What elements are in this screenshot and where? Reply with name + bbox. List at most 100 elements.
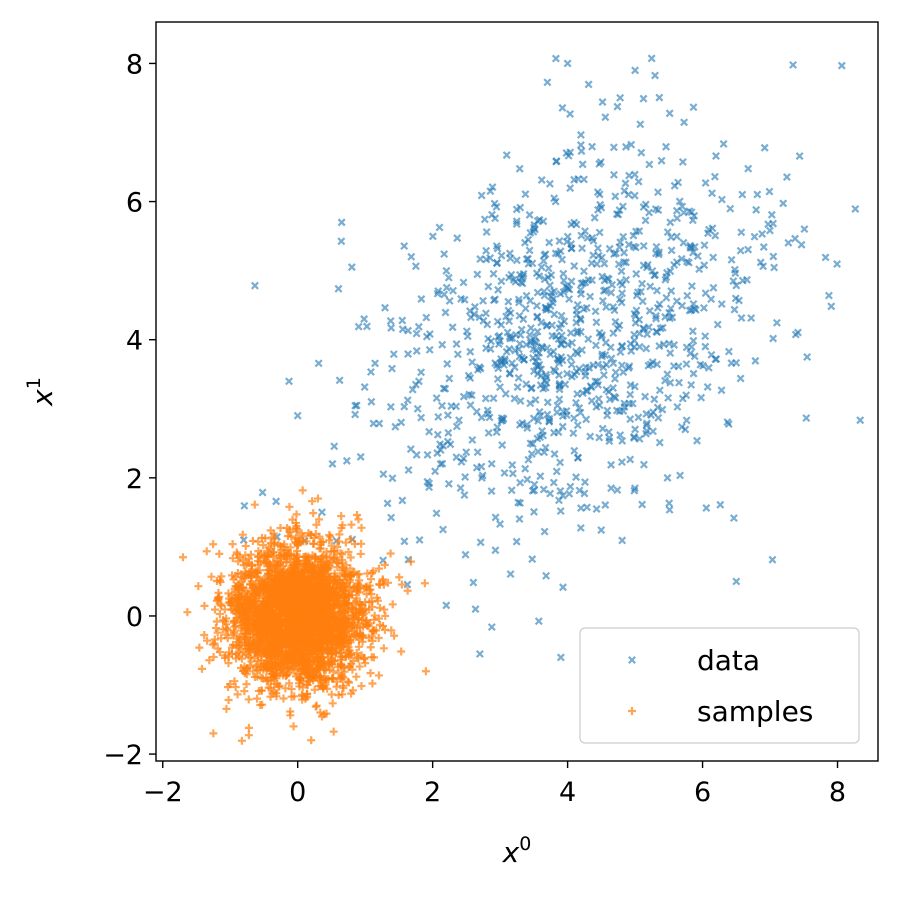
- data-point: [508, 461, 517, 469]
- legend-marker-data: [628, 656, 636, 664]
- data-point: [670, 341, 679, 349]
- samples-point: [217, 572, 226, 581]
- data-point: [572, 318, 581, 327]
- data-point: [460, 491, 469, 499]
- samples-point: [327, 619, 336, 628]
- data-point: [556, 487, 565, 495]
- data-point: [724, 420, 733, 429]
- data-point: [533, 327, 542, 336]
- samples-point: [362, 590, 371, 599]
- data-point: [613, 486, 622, 495]
- data-point: [666, 378, 675, 387]
- data-point: [334, 284, 343, 293]
- y-axis-label-sup: 1: [23, 377, 45, 389]
- data-point: [583, 233, 592, 242]
- data-point: [533, 434, 542, 443]
- data-point: [729, 514, 738, 523]
- samples-point: [276, 665, 285, 674]
- samples-point: [205, 656, 214, 665]
- samples-point: [374, 564, 383, 573]
- samples-point: [286, 711, 295, 720]
- data-point: [576, 130, 585, 139]
- data-point: [391, 422, 400, 431]
- data-point: [406, 445, 415, 454]
- legend-data-marker: [628, 656, 636, 664]
- samples-point: [380, 605, 389, 614]
- samples-point: [295, 682, 304, 691]
- data-point: [505, 344, 514, 353]
- samples-point: [379, 644, 388, 653]
- x-axis-label-sup: 0: [519, 833, 531, 855]
- samples-point: [328, 627, 337, 636]
- samples-point: [252, 661, 261, 670]
- data-point: [614, 260, 623, 269]
- data-point: [520, 238, 529, 247]
- samples-point: [200, 601, 209, 610]
- samples-point: [266, 602, 275, 611]
- data-point: [413, 404, 422, 413]
- data-point: [703, 229, 712, 238]
- data-point: [672, 232, 681, 241]
- series-samples: [178, 486, 430, 745]
- data-point: [582, 415, 591, 424]
- data-point: [655, 248, 664, 257]
- data-point: [557, 353, 566, 362]
- data-point: [484, 282, 493, 291]
- data-point: [634, 413, 643, 422]
- samples-point: [302, 661, 311, 670]
- samples-point: [272, 621, 281, 630]
- data-point: [589, 236, 598, 245]
- data-point: [631, 243, 640, 252]
- data-point: [598, 98, 607, 106]
- data-point: [611, 192, 620, 201]
- data-point: [759, 243, 768, 251]
- samples-point: [305, 638, 314, 647]
- data-point: [579, 267, 588, 276]
- data-point: [523, 424, 532, 433]
- samples-point: [327, 690, 336, 699]
- data-point: [851, 205, 860, 213]
- data-point: [501, 389, 510, 398]
- samples-point: [318, 644, 327, 653]
- data-point: [663, 473, 672, 482]
- data-point: [415, 535, 424, 544]
- data-point: [556, 507, 565, 516]
- data-point: [485, 413, 494, 422]
- data-point: [541, 443, 550, 452]
- data-point: [665, 499, 674, 508]
- data-point: [703, 382, 712, 391]
- data-point: [529, 414, 538, 423]
- samples-point: [337, 512, 346, 521]
- data-point: [616, 348, 625, 357]
- data-point: [543, 410, 552, 419]
- data-point: [494, 364, 503, 373]
- data-point: [612, 406, 621, 415]
- samples-point: [388, 600, 397, 609]
- data-point: [621, 179, 630, 188]
- data-point: [523, 475, 532, 484]
- data-point: [588, 142, 597, 151]
- data-point: [407, 252, 416, 261]
- data-point: [821, 253, 830, 262]
- data-point: [753, 190, 762, 199]
- data-point: [580, 478, 589, 487]
- data-point: [537, 176, 546, 184]
- data-point: [466, 401, 475, 410]
- data-point: [489, 269, 498, 278]
- data-point: [784, 238, 793, 247]
- samples-point: [328, 588, 337, 597]
- data-point: [624, 364, 633, 372]
- samples-point: [253, 651, 262, 660]
- samples-point: [338, 690, 347, 699]
- samples-point: [260, 559, 269, 568]
- data-point: [494, 332, 503, 341]
- data-point: [646, 282, 655, 291]
- samples-point: [343, 677, 352, 686]
- samples-point: [246, 624, 255, 633]
- data-point: [558, 103, 567, 112]
- data-point: [586, 292, 595, 301]
- samples-point: [357, 682, 366, 691]
- samples-point: [310, 618, 319, 627]
- data-point: [622, 142, 630, 151]
- data-point: [567, 360, 576, 369]
